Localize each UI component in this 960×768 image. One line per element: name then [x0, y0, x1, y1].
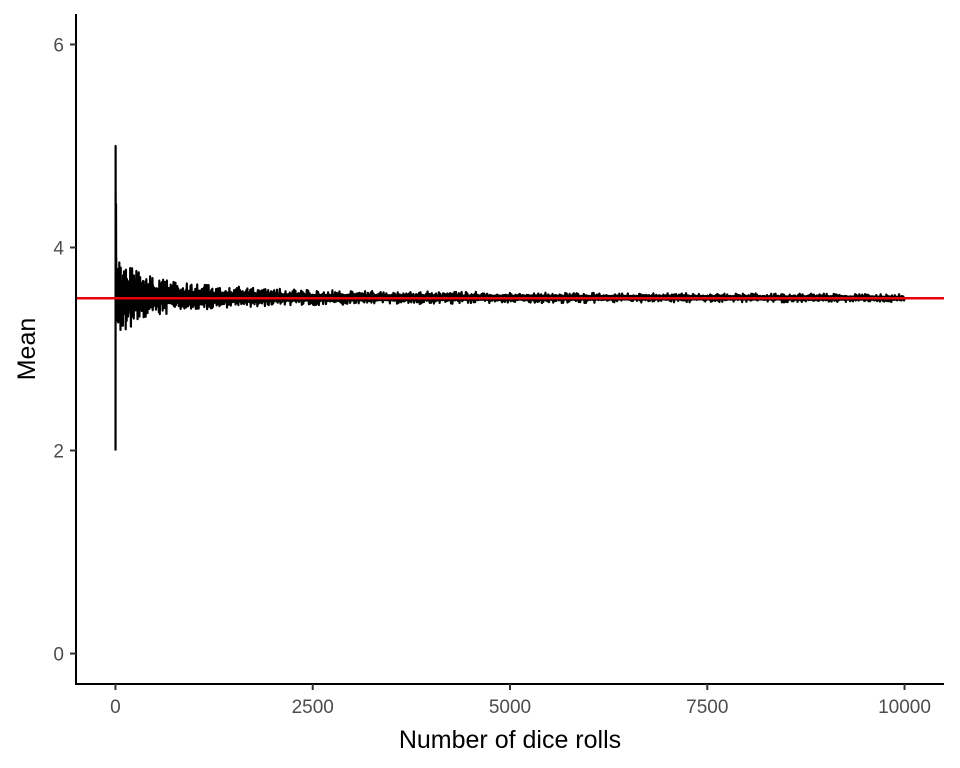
x-tick-label: 2500 — [292, 697, 334, 718]
x-axis-ticks: 0 2500 5000 7500 10000 — [110, 684, 931, 718]
y-tick-label: 4 — [53, 238, 64, 259]
x-axis-title: Number of dice rolls — [399, 726, 621, 754]
x-tick-label: 0 — [110, 697, 121, 718]
y-axis-title: Mean — [13, 318, 41, 381]
y-tick-label: 2 — [53, 442, 64, 463]
x-tick-label: 7500 — [686, 697, 728, 718]
y-tick-label: 6 — [53, 35, 64, 56]
y-tick-label: 0 — [53, 645, 64, 666]
plot-area — [77, 144, 944, 451]
series-line — [114, 144, 906, 451]
x-tick-label: 5000 — [489, 697, 531, 718]
y-axis-ticks: 0 2 4 6 — [53, 35, 76, 666]
x-tick-label: 10000 — [878, 697, 931, 718]
